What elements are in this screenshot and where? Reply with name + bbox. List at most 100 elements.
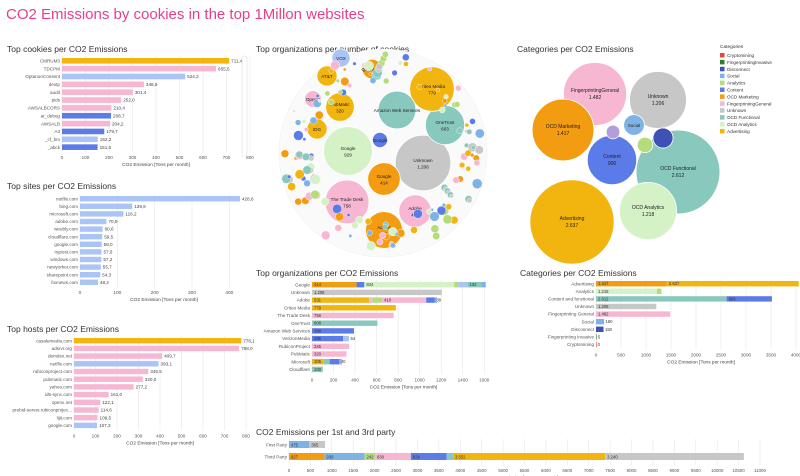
orgs_co2-tick-label: 800 xyxy=(394,377,402,382)
org-small-bubble xyxy=(470,153,475,158)
org-small-bubble xyxy=(390,242,396,249)
org-small-bubble xyxy=(472,178,483,189)
org-small-bubble xyxy=(292,109,296,113)
categories_bars-category-label: Advertising xyxy=(571,281,594,286)
sites-category-label: newyorker.com xyxy=(47,265,78,270)
categories_bars-category-label: Cryptomining xyxy=(567,342,595,347)
categories_bars-segment-label: 160 xyxy=(606,319,614,324)
org-small-bubble xyxy=(441,203,446,208)
cookies-bar xyxy=(62,65,217,72)
org-bubble-value: 603 xyxy=(441,127,449,132)
categories_bars-segment-label: 2.637 xyxy=(669,281,680,286)
orgs_co2-bar-segment xyxy=(312,366,323,373)
org-small-bubble xyxy=(335,78,340,83)
org-small-bubble xyxy=(287,174,292,179)
org-small-bubble xyxy=(375,63,383,71)
party-tick-label: 1000 xyxy=(327,468,337,473)
org-bubble-name: Unknown xyxy=(413,158,433,163)
sites-value-label: 54,3 xyxy=(102,272,111,277)
hosts-value-label: 393,1 xyxy=(161,361,173,366)
org-small-bubble xyxy=(302,137,307,141)
categories_bars-category-label: Unknown xyxy=(575,304,595,309)
categories_bars-bar-segment xyxy=(596,334,597,340)
org-small-bubble xyxy=(379,231,387,239)
sites-value-label: 59,5 xyxy=(104,234,113,239)
sites-category-label: foxnews.com xyxy=(51,280,78,285)
sites-category-label: windows.com xyxy=(50,257,78,262)
cookies-category-label: TDCPM xyxy=(44,66,61,71)
org-small-bubble xyxy=(366,241,376,251)
category-bubble xyxy=(618,181,678,241)
party-bar-segment xyxy=(324,453,365,460)
categories_bars-bar-segment xyxy=(596,319,604,325)
orgs_co2-category-label: Cloudflare xyxy=(289,367,310,372)
org-small-bubble xyxy=(347,83,353,89)
org-small-bubble xyxy=(376,238,384,246)
org-small-bubble xyxy=(310,190,320,200)
hosts-category-label: casalemedia.com xyxy=(36,338,72,343)
party-tick-label: 500 xyxy=(307,468,315,473)
party-bar-segment xyxy=(605,453,744,460)
orgs_co2-tick-label: 1400 xyxy=(458,377,469,382)
org-bubble-name: OpenX xyxy=(306,97,320,102)
categories_bars-category-label: Fingerprinting Invasive xyxy=(548,335,595,340)
party-tick-label: 8000 xyxy=(627,468,637,473)
org-small-bubble xyxy=(435,87,440,92)
cookies-value-label: 711,4 xyxy=(231,58,243,63)
org-bubble xyxy=(325,92,355,122)
hosts-category-label: pubmatic.com xyxy=(43,377,72,382)
hosts-bar xyxy=(74,345,240,352)
org-small-bubble xyxy=(324,90,331,97)
categories_bars-tick-label: 0 xyxy=(595,352,598,357)
legend-swatch xyxy=(720,115,725,120)
org-small-bubble xyxy=(363,60,374,72)
orgs_co2-tick-label: 1000 xyxy=(415,377,426,382)
legend-label: FingerprintingInvasive xyxy=(727,60,772,65)
org-small-bubble xyxy=(301,119,307,124)
orgs_co2-x-axis-label: CO2 Emission [Tons per month] xyxy=(370,384,438,390)
orgs_co2-bar-segment xyxy=(312,328,354,334)
hosts-bar xyxy=(74,391,109,398)
orgs_co2-category-label: RubiconProject xyxy=(279,344,311,349)
org-bubble-name: Google xyxy=(377,174,392,179)
legend-swatch xyxy=(720,59,725,65)
org-small-bubble xyxy=(364,218,372,225)
orgs_co2-bar-segment xyxy=(312,359,324,365)
party-tick-label: 3000 xyxy=(413,468,423,473)
orgs_co2-bar-segment xyxy=(434,297,437,303)
orgs_co2-tick-label: 400 xyxy=(351,377,359,382)
orgs-co2-panel-title: Top organizations per CO2 Emissions xyxy=(256,268,399,278)
hosts-bar xyxy=(74,361,159,367)
org-small-bubble xyxy=(334,224,342,232)
orgs_co2-segment-label: 296 xyxy=(314,336,322,341)
categories_bars-tick-label: 500 xyxy=(617,352,625,357)
hosts-category-label: google.com xyxy=(48,423,72,428)
org-small-bubble xyxy=(295,150,303,159)
org-small-bubble xyxy=(335,212,344,222)
org-bubble xyxy=(324,179,370,225)
hosts-bar xyxy=(74,376,143,382)
sites-value-label: 70,9 xyxy=(108,219,117,224)
org-small-bubble xyxy=(443,103,448,108)
org-small-bubble xyxy=(436,205,447,216)
party-tick-label: 2000 xyxy=(370,468,380,473)
org-small-bubble xyxy=(469,118,476,125)
org-bubble-name: The Trade Desk xyxy=(331,197,364,202)
legend-swatch xyxy=(720,66,725,72)
categories_bars-category-label: Analytics xyxy=(576,289,595,294)
orgs_co2-bar-segment xyxy=(369,297,373,303)
hosts-value-label: 768,0 xyxy=(241,346,253,351)
org-small-bubble xyxy=(351,221,359,229)
org-small-bubble xyxy=(466,128,473,135)
org-small-bubble xyxy=(295,119,302,126)
org-small-bubble xyxy=(449,194,454,199)
org-small-bubble xyxy=(309,116,318,125)
orgs_co2-tick-label: 0 xyxy=(311,377,314,382)
orgs_co2-category-label: Google xyxy=(295,282,310,287)
org-small-bubble xyxy=(426,208,432,215)
hosts-bar xyxy=(74,399,101,405)
cookies-bar xyxy=(62,144,98,150)
org-small-bubble xyxy=(382,51,389,58)
orgs_co2-bar-segment xyxy=(312,343,350,349)
orgs_co2-bar-segment xyxy=(312,289,442,296)
